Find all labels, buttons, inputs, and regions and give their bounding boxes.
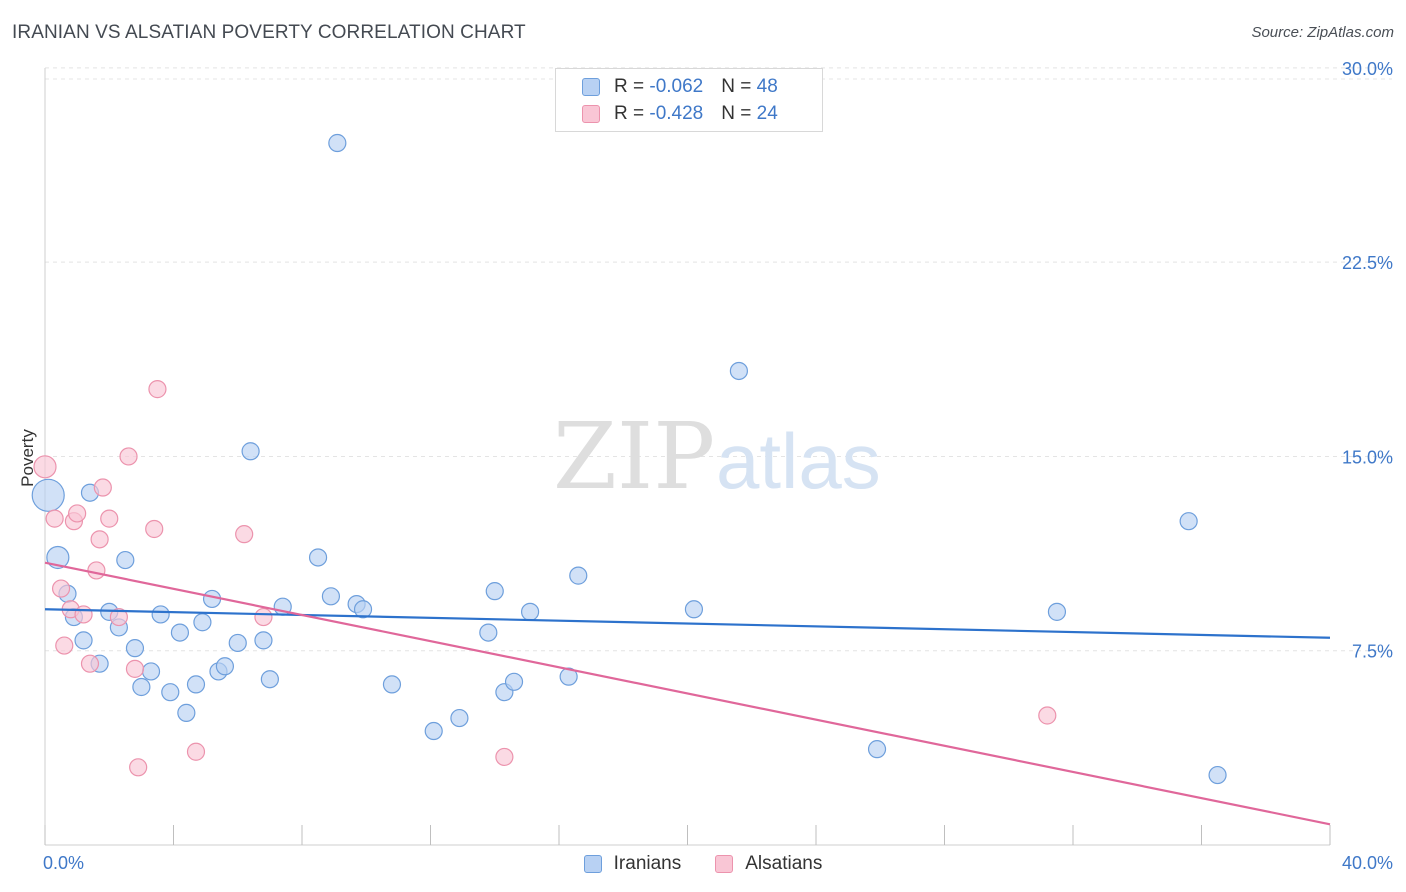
iranian-point [170, 623, 190, 642]
x-tick-label-min: 0.0% [43, 853, 84, 873]
iranian-point [132, 677, 151, 697]
legend-n-value: 48 [756, 76, 778, 97]
iranian-point [308, 548, 328, 567]
watermark: ZIP atlas [553, 403, 881, 510]
series-label-iranians: Iranians [613, 853, 682, 874]
alsatian-point [51, 579, 71, 598]
iranian-point [215, 657, 234, 676]
alsatian-point [55, 636, 74, 655]
legend-n-value: 24 [756, 103, 778, 124]
iranian-point [254, 631, 273, 650]
iranian-point [504, 672, 524, 691]
alsatian-point [68, 504, 87, 523]
legend-n-label: N = [721, 76, 757, 97]
series-swatch-iranians [583, 855, 602, 873]
series-legend-iranians: Iranians [583, 853, 682, 875]
iranian-point [74, 631, 93, 650]
iranian-point [1047, 602, 1067, 621]
iranian-point [186, 675, 206, 694]
watermark-atlas: atlas [716, 417, 881, 505]
iranian-point [177, 703, 196, 722]
series-label-alsatians: Alsatians [745, 853, 823, 874]
alsatian-point [93, 478, 112, 497]
alsatian-point [80, 654, 100, 673]
iranian-point [161, 683, 180, 702]
iranian-point [424, 721, 443, 741]
series-legend-alsatians: Alsatians [715, 853, 822, 875]
alsatian-point [495, 747, 514, 767]
legend-swatch-iranians [582, 78, 600, 96]
iranian-point [141, 662, 161, 681]
series-legend: Iranians Alsatians [0, 851, 1406, 877]
y-tick-label: 7.5% [1352, 642, 1393, 662]
iranian-point [151, 605, 170, 624]
iranian-point [1179, 512, 1198, 531]
legend-r-value: -0.428 [649, 103, 704, 124]
iranian-point [46, 545, 70, 570]
alsatian-point [129, 758, 148, 777]
alsatian-point [45, 509, 64, 528]
legend-r-value: -0.062 [649, 76, 704, 97]
iranian-point [479, 623, 498, 642]
alsatian-point [90, 530, 109, 549]
series-swatch-alsatians [715, 855, 734, 873]
legend-r-label: R = [614, 76, 650, 97]
alsatian-point [100, 509, 119, 528]
alsatian-point [145, 519, 164, 539]
trend-lines [44, 561, 1331, 826]
gridlines [45, 67, 1392, 652]
legend-row-alsatians: R = -0.428 N = 24 [582, 102, 778, 126]
iranian-point [485, 582, 504, 601]
alsatians-trend-line [44, 561, 1331, 826]
iranian-point [125, 639, 145, 658]
iranians-points [31, 133, 1227, 785]
y-tick-label: 30.0% [1342, 59, 1393, 79]
legend-n-label: N = [721, 103, 757, 124]
iranian-point [520, 602, 540, 621]
y-tick-labels: 7.5% 15.0% 22.5% 30.0% [1342, 59, 1393, 662]
alsatian-point [119, 447, 138, 466]
iranian-point [116, 550, 135, 570]
iranian-point [729, 361, 749, 381]
iranian-point [569, 566, 588, 585]
iranians-trend-line [44, 608, 1331, 639]
alsatian-point [148, 380, 167, 399]
alsatian-point [109, 607, 128, 627]
alsatian-point [235, 525, 254, 544]
legend-r-label: R = [614, 103, 650, 124]
y-tick-label: 22.5% [1342, 253, 1393, 273]
iranian-point [1208, 765, 1227, 785]
iranian-point [193, 613, 212, 632]
x-tick-label-max: 40.0% [1342, 853, 1393, 873]
alsatian-point [125, 659, 145, 678]
x-ticks [44, 825, 1331, 845]
iranian-point [321, 587, 341, 606]
iranian-point [867, 740, 887, 759]
alsatian-point [87, 561, 106, 580]
iranian-point [31, 478, 65, 512]
iranian-point [328, 133, 347, 153]
alsatian-point [254, 607, 273, 627]
iranian-point [228, 633, 247, 653]
iranian-point [353, 600, 373, 619]
iranian-point [559, 667, 578, 686]
y-tick-label: 15.0% [1342, 447, 1393, 467]
chart-title: IRANIAN VS ALSATIAN POVERTY CORRELATION … [12, 22, 526, 43]
iranian-point [684, 600, 704, 619]
iranian-point [241, 442, 260, 461]
watermark-zip: ZIP [553, 403, 715, 510]
alsatian-point [186, 742, 206, 761]
alsatian-point [33, 455, 57, 479]
y-axis-label: Poverty [18, 429, 37, 487]
legend-swatch-alsatians [582, 105, 600, 123]
correlation-legend: R = -0.062 N = 48 R = -0.428 N = 24 [555, 68, 823, 132]
alsatian-point [1038, 706, 1057, 725]
source-label: Source: ZipAtlas.com [1251, 24, 1394, 41]
iranian-point [382, 675, 402, 694]
iranian-point [450, 708, 469, 728]
alsatian-point [74, 605, 93, 624]
legend-row-iranians: R = -0.062 N = 48 [582, 75, 778, 99]
iranian-point [260, 670, 279, 689]
